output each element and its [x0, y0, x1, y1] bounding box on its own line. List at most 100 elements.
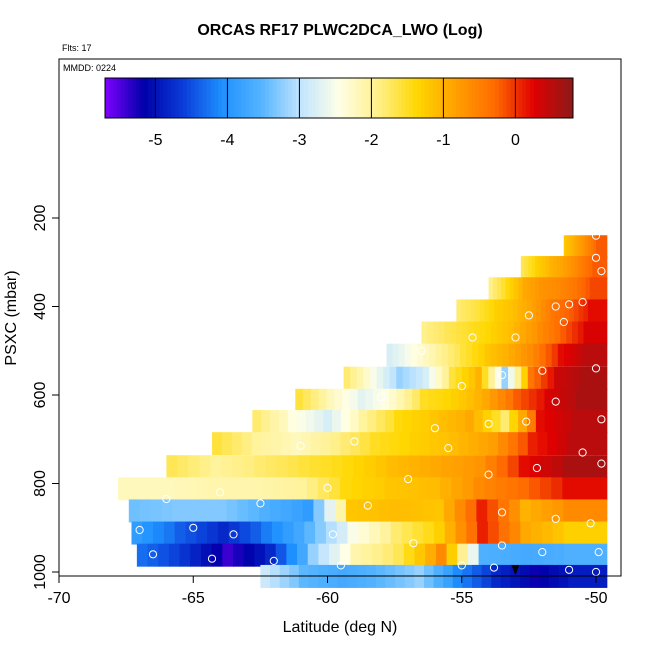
heatmap-cell	[441, 343, 449, 367]
heatmap-cell	[440, 477, 452, 501]
colorbar-segment	[140, 78, 145, 118]
heatmap-cell	[551, 477, 563, 501]
colorbar-segment	[397, 78, 402, 118]
flights-annotation: Flts: 17	[62, 43, 92, 53]
heatmap-cell	[392, 343, 400, 367]
heatmap-cell	[310, 388, 320, 412]
heatmap-cell	[570, 256, 576, 280]
observation-point	[524, 311, 534, 320]
heatmap-cell	[600, 343, 608, 367]
colorbar-segment	[502, 78, 508, 118]
heatmap-cell	[342, 455, 355, 479]
heatmap-cell	[567, 256, 572, 280]
heatmap-cell	[519, 499, 532, 523]
heatmap-cell	[363, 366, 371, 390]
heatmap-cell	[423, 343, 430, 367]
colorbar-segment	[342, 78, 348, 118]
heatmap-cell	[472, 343, 479, 367]
heatmap-cell	[573, 477, 586, 501]
heatmap-cell	[598, 388, 608, 412]
observation-point	[578, 448, 587, 457]
colorbar-segment	[487, 78, 492, 118]
heatmap-cell	[488, 277, 494, 301]
heatmap-cell	[602, 299, 608, 323]
heatmap-cell	[577, 432, 588, 456]
observation-point	[350, 437, 359, 446]
heatmap-cell	[518, 277, 523, 301]
heatmap-cell	[221, 455, 234, 479]
colorbar-segment	[350, 78, 356, 118]
observation-point	[140, 568, 149, 578]
observation-point	[532, 463, 542, 473]
colorbar-segment	[183, 78, 188, 118]
heatmap-cell	[265, 543, 277, 567]
x-tick-label: -60	[316, 590, 339, 607]
heatmap-cell	[349, 410, 360, 434]
heatmap-cell	[243, 543, 255, 567]
heatmap-cell	[530, 499, 543, 523]
chart-title: ORCAS RF17 PLWC2DCA_LWO (Log)	[197, 22, 482, 39]
heatmap-cell	[228, 521, 241, 545]
colorbar-segment	[557, 78, 562, 118]
heatmap-cell	[538, 256, 543, 280]
heatmap-cell	[539, 277, 545, 301]
heatmap-cell	[508, 321, 515, 345]
colorbar-segment	[214, 78, 219, 118]
heatmap-cell	[490, 343, 498, 367]
heatmap-cell	[553, 256, 558, 280]
colorbar: -5 -4 -3 -2 -1 0	[104, 77, 574, 149]
heatmap-cell	[553, 410, 564, 434]
heatmap-cell	[190, 543, 202, 567]
observation-point	[597, 267, 606, 276]
heatmap-cell	[358, 521, 370, 545]
heatmap-cell	[456, 410, 466, 434]
observation-point	[522, 417, 531, 426]
heatmap-cell	[551, 277, 557, 301]
heatmap-cell	[454, 499, 467, 523]
colorbar-frame	[104, 77, 574, 119]
heatmap-cell	[537, 432, 549, 456]
heatmap-cell	[443, 388, 452, 412]
colorbar-segment	[471, 78, 476, 118]
heatmap-cell	[232, 543, 245, 567]
heatmap-cell	[290, 432, 302, 456]
heatmap-cell	[542, 543, 554, 567]
observation-point	[468, 333, 477, 342]
heatmap-cell	[560, 321, 567, 345]
heatmap-cell	[379, 521, 392, 545]
heatmap-cell	[307, 543, 320, 567]
heatmap-cell	[340, 432, 351, 456]
heatmap-cell	[350, 432, 361, 456]
heatmap-cell	[563, 235, 568, 259]
heatmap-cell	[563, 499, 575, 523]
colorbar-segment	[276, 78, 281, 118]
heatmap-cell	[323, 410, 333, 434]
heatmap-cell	[380, 388, 390, 412]
heatmap-cell	[534, 366, 542, 390]
heatmap-cell	[473, 321, 480, 345]
colorbar-segment	[237, 78, 242, 118]
heatmap-cell	[520, 521, 532, 545]
observation-point	[597, 459, 606, 468]
heatmap-cell	[349, 388, 359, 412]
heatmap-cell	[530, 277, 536, 301]
colorbar-segment	[378, 78, 383, 118]
heatmap-cell	[498, 432, 509, 456]
heatmap-cell	[412, 521, 424, 545]
heatmap-cell	[262, 477, 275, 501]
colorbar-segment	[241, 78, 246, 118]
colorbar-segment	[537, 78, 543, 118]
heatmap-cell	[476, 499, 488, 523]
heatmap-cell	[524, 256, 529, 280]
heatmap-cell	[455, 521, 467, 545]
heatmap-cell	[585, 499, 597, 523]
heatmap-cell	[409, 432, 420, 456]
heatmap-cell	[497, 277, 502, 301]
heatmap-cell	[592, 256, 597, 280]
heatmap-cell	[397, 455, 410, 479]
heatmap-cell	[458, 432, 470, 456]
heatmap-cell	[574, 256, 579, 280]
heatmap-cell	[574, 235, 578, 259]
heatmap-cell	[259, 499, 271, 523]
heatmap-cell	[526, 277, 532, 301]
